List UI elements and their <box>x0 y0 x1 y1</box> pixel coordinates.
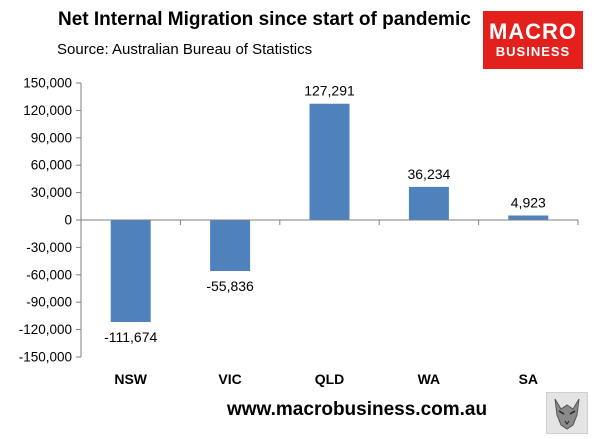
macrobusiness-logo[interactable]: MACRO BUSINESS <box>483 11 583 69</box>
y-tick-label: 0 <box>64 213 72 228</box>
data-label: 127,291 <box>304 83 355 99</box>
y-tick-label: 120,000 <box>23 103 72 118</box>
logo-text-macro: MACRO <box>488 19 578 44</box>
y-axis: 150,000 120,000 90,000 60,000 30,000 0 -30,000… <box>19 76 82 365</box>
bar-wa <box>408 186 449 220</box>
y-tick-label: 30,000 <box>31 185 72 200</box>
data-labels: -111,674 -55,836 127,291 36,234 4,923 <box>104 83 546 345</box>
y-tick-label: -150,000 <box>19 350 72 365</box>
data-label: 4,923 <box>511 195 546 211</box>
x-axis: NSW VIC QLD WA SA <box>80 219 579 387</box>
x-tick-label: WA <box>418 371 441 387</box>
y-tick-label: 150,000 <box>23 76 72 91</box>
x-tick-label: SA <box>519 371 538 387</box>
bar-qld <box>309 103 350 220</box>
bar-series <box>110 103 549 322</box>
chart-title: Net Internal Migration since start of pa… <box>58 9 471 30</box>
chart-source: Source: Australian Bureau of Statistics <box>57 41 313 58</box>
y-tick-label: -120,000 <box>19 322 72 337</box>
bar-chart: 150,000 120,000 90,000 60,000 30,000 0 -30,000… <box>19 76 579 387</box>
bar-nsw <box>110 220 151 322</box>
bar-sa <box>508 215 549 220</box>
y-tick-label: 60,000 <box>31 158 72 173</box>
x-tick-label: NSW <box>114 371 147 387</box>
y-tick-label: -90,000 <box>26 295 72 310</box>
bar-vic <box>210 220 251 271</box>
data-label: -55,836 <box>206 278 254 294</box>
y-tick-label: -60,000 <box>26 267 72 282</box>
x-tick-label: VIC <box>218 371 241 387</box>
logo-text-business: BUSINESS <box>495 44 571 59</box>
footer-url[interactable]: www.macrobusiness.com.au <box>227 399 488 420</box>
wolf-mascot-icon <box>546 392 588 434</box>
data-label: 36,234 <box>407 166 450 182</box>
x-tick-label: QLD <box>315 371 345 387</box>
y-tick-label: -30,000 <box>26 240 72 255</box>
y-tick-label: 90,000 <box>31 130 72 145</box>
data-label: -111,674 <box>104 329 157 345</box>
